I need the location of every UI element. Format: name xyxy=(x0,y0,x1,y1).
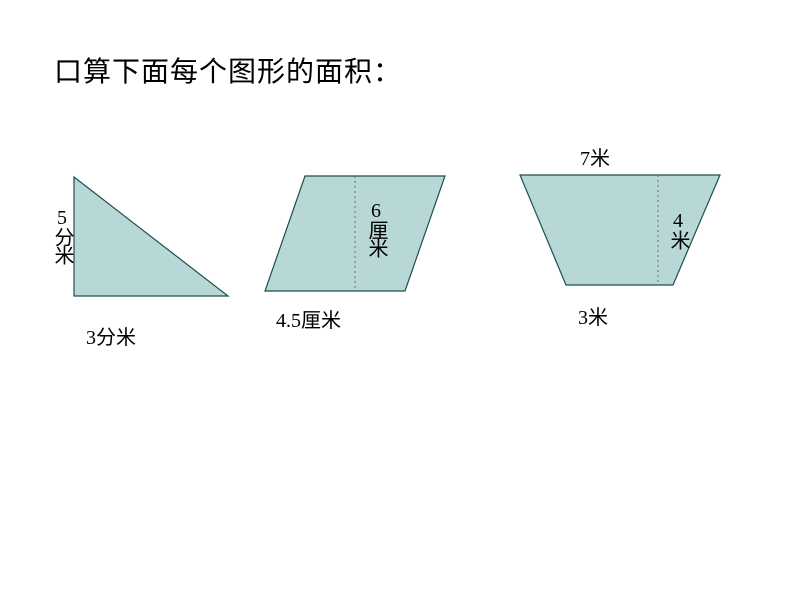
triangle-shape xyxy=(74,177,228,296)
parallelogram-base-label: 4.5厘米 xyxy=(276,304,341,333)
figure-area: 5分米 3分米 6厘米 4.5厘米 7米 4米 3米 xyxy=(0,0,794,596)
shapes-svg xyxy=(0,0,794,596)
parallelogram-height-label: 6厘米 xyxy=(362,200,391,256)
parallelogram-shape xyxy=(265,176,445,291)
trapezoid-top-label: 7米 xyxy=(580,142,610,171)
triangle-base-label: 3分米 xyxy=(86,321,136,350)
trapezoid-height-label: 4米 xyxy=(664,210,693,248)
triangle-height-label: 5分米 xyxy=(48,207,77,263)
trapezoid-bottom-label: 3米 xyxy=(578,301,608,330)
